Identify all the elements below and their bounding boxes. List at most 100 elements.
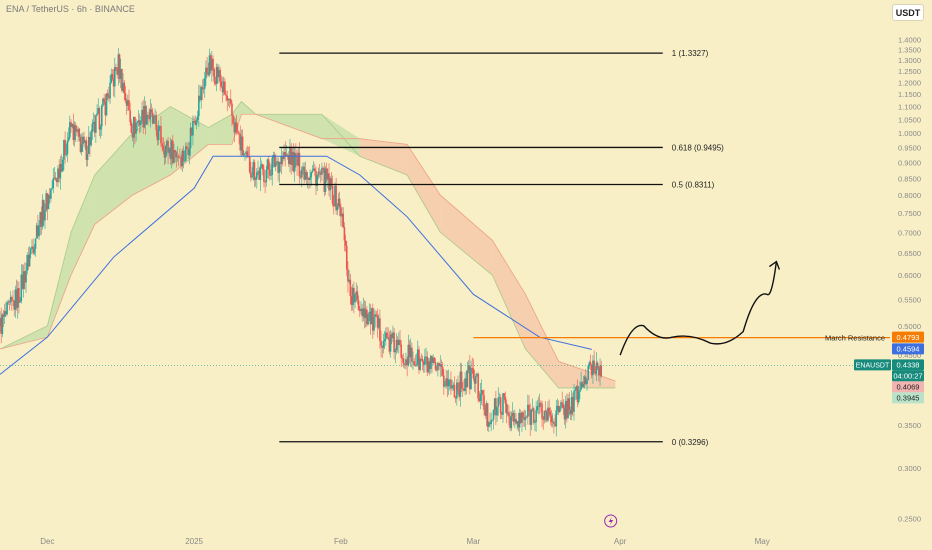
candle-body xyxy=(227,98,230,101)
candle-body xyxy=(318,171,321,173)
candle-body xyxy=(389,334,392,352)
cloud-segment xyxy=(94,133,133,225)
candle-body xyxy=(0,317,2,334)
candle-body xyxy=(205,67,207,79)
y-tick-label: 1.0500 xyxy=(898,115,921,124)
candle-body xyxy=(437,363,439,371)
candle-body xyxy=(466,370,469,388)
y-tick-label: 0.9000 xyxy=(898,158,921,167)
cloud-segment xyxy=(407,144,441,233)
y-tick-label: 1.4000 xyxy=(898,35,921,44)
candle-body xyxy=(341,213,343,217)
candle-body xyxy=(128,100,130,111)
candle-body xyxy=(16,288,19,308)
candle-body xyxy=(245,151,247,154)
candle-body xyxy=(143,106,146,128)
candle-body xyxy=(600,365,603,377)
candle-body xyxy=(395,339,398,351)
candle-body xyxy=(562,403,565,409)
candle-body xyxy=(512,413,515,422)
candle-body xyxy=(119,68,122,80)
candle-body xyxy=(194,122,197,125)
candle-body xyxy=(212,58,214,70)
candle-body xyxy=(87,136,90,154)
candle-body xyxy=(124,93,127,101)
candle-body xyxy=(569,409,572,415)
candle-body xyxy=(35,225,38,239)
candle-body xyxy=(243,154,245,156)
candle-body xyxy=(254,178,257,180)
candle-body xyxy=(28,254,31,267)
candle-body xyxy=(106,93,109,97)
candle-body xyxy=(598,367,600,376)
candle-body xyxy=(171,140,174,164)
candle-body xyxy=(324,168,327,192)
candle-body xyxy=(306,177,309,180)
candle-body xyxy=(590,364,593,376)
candle-body xyxy=(506,412,509,414)
candle-body xyxy=(383,339,386,342)
candle-body xyxy=(13,300,16,310)
candle-body xyxy=(57,168,59,183)
candle-body xyxy=(189,127,192,149)
candle-body xyxy=(12,299,14,301)
x-tick-label: May xyxy=(755,537,770,546)
currency-button[interactable]: USDT xyxy=(892,4,924,21)
candle-body xyxy=(297,152,300,166)
candle-body xyxy=(328,173,330,191)
candle-body xyxy=(3,311,6,317)
cloud-segment xyxy=(558,361,616,388)
candle-body xyxy=(373,316,375,331)
candle-body xyxy=(64,139,66,155)
candle-body xyxy=(149,109,152,120)
candle-body xyxy=(163,150,166,158)
y-tick-label: 0.3500 xyxy=(898,421,921,430)
candle-body xyxy=(317,171,320,176)
candle-body xyxy=(531,408,534,410)
candle-body xyxy=(426,356,429,373)
candle-body xyxy=(11,297,13,300)
candle-body xyxy=(293,152,296,172)
candle-body xyxy=(298,152,301,177)
candle-body xyxy=(406,359,408,366)
candle-body xyxy=(472,368,475,379)
candle-body xyxy=(479,393,482,401)
candle-body xyxy=(402,358,405,365)
candle-body xyxy=(114,67,116,87)
candle-body xyxy=(196,116,199,121)
candle-body xyxy=(84,140,87,143)
candle-body xyxy=(289,146,291,165)
candle-body xyxy=(177,156,180,158)
candle-body xyxy=(427,361,430,373)
candle-body xyxy=(368,311,371,314)
candle-body xyxy=(556,405,559,411)
candle-body xyxy=(203,78,206,89)
candle-body xyxy=(164,146,167,158)
candle-body xyxy=(118,54,121,80)
candle-body xyxy=(182,150,185,162)
candle-body xyxy=(555,410,558,427)
candle-body xyxy=(355,291,358,295)
price-label-tag xyxy=(892,381,924,393)
candle-body xyxy=(238,133,240,135)
candle-body xyxy=(412,361,414,363)
candle-body xyxy=(269,169,271,176)
candle-body xyxy=(85,140,88,160)
candle-body xyxy=(473,378,476,384)
candle-body xyxy=(154,115,156,118)
candle-body xyxy=(386,332,388,337)
candle-body xyxy=(573,390,575,412)
candle-body xyxy=(438,363,440,367)
cloud-segment xyxy=(208,114,232,145)
candle-body xyxy=(21,274,24,289)
candle-body xyxy=(277,161,279,173)
candle-body xyxy=(41,200,44,227)
candle-body xyxy=(266,159,269,170)
candle-body xyxy=(155,115,158,131)
candle-body xyxy=(463,388,465,392)
candle-body xyxy=(54,177,57,180)
candle-body xyxy=(491,419,494,421)
candle-body xyxy=(33,248,36,254)
candle-body xyxy=(433,357,436,363)
